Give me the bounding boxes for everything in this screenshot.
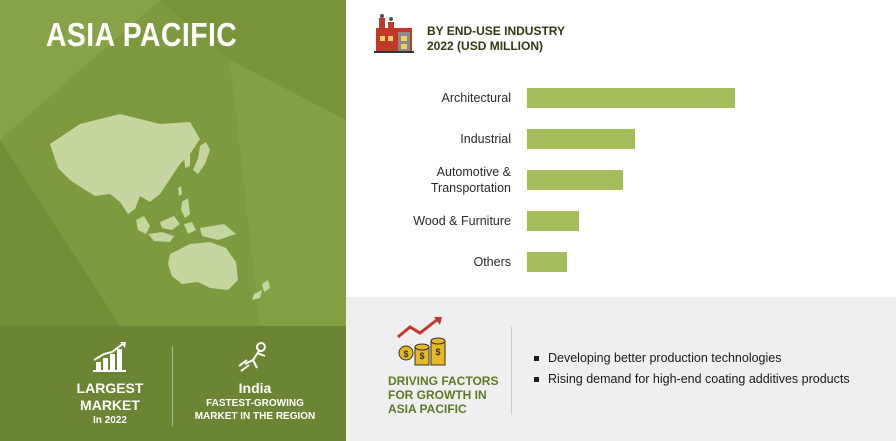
chart-header: BY END-USE INDUSTRY 2022 (USD MILLION) bbox=[427, 24, 565, 54]
stat-india: India bbox=[238, 380, 272, 396]
category-label: Automotive & Transportation bbox=[431, 165, 512, 195]
stat-largest-year: In 2022 bbox=[93, 415, 127, 426]
driving-factors-title-line3: ASIA PACIFIC bbox=[388, 402, 467, 416]
category-label: Architectural bbox=[442, 91, 511, 105]
coins-growth-icon: $ $ $ bbox=[397, 317, 446, 366]
svg-text:$: $ bbox=[419, 351, 424, 361]
stat-largest-line1: LARGEST bbox=[76, 380, 144, 396]
stats-divider bbox=[172, 346, 173, 426]
driving-factors-list: Developing better production technologie… bbox=[534, 348, 850, 390]
stat-fastest-growing: India FASTEST-GROWING MARKET IN THE REGI… bbox=[190, 326, 320, 423]
region-panel: ASIA PACIFIC bbox=[0, 0, 346, 441]
bar-industrial bbox=[527, 129, 635, 149]
category-label: Industrial bbox=[460, 132, 511, 146]
stats-strip: LARGEST MARKET In 2022 India FASTEST-GRO… bbox=[0, 326, 346, 441]
bar-automotive-transportation bbox=[527, 170, 623, 190]
stat-largest-market: LARGEST MARKET In 2022 bbox=[60, 326, 160, 427]
background-facets bbox=[0, 0, 346, 326]
stat-fastest-line1: FASTEST-GROWING bbox=[206, 398, 304, 409]
factory-icon bbox=[374, 14, 414, 53]
category-label: Wood & Furniture bbox=[413, 214, 511, 228]
driving-factors-title-line1: DRIVING FACTORS bbox=[388, 374, 499, 388]
driving-factors-title-line2: FOR GROWTH IN bbox=[388, 388, 487, 402]
bar-architectural bbox=[527, 88, 735, 108]
asia-pacific-map bbox=[50, 114, 270, 300]
chart-header-line2: 2022 (USD MILLION) bbox=[427, 39, 544, 53]
driving-factors-divider bbox=[511, 327, 512, 415]
driving-factors-panel: $ $ $ DRIVING FACTORS FOR GROWTH IN ASIA… bbox=[346, 297, 896, 441]
stat-fastest-line2: MARKET IN THE REGION bbox=[194, 411, 316, 422]
category-label: Others bbox=[473, 255, 511, 269]
stat-largest-line2: MARKET bbox=[80, 397, 140, 413]
svg-text:$: $ bbox=[435, 347, 440, 357]
end-use-bar-chart: Architectural Industrial Automotive & Trans… bbox=[374, 14, 735, 272]
chart-header-line1: BY END-USE INDUSTRY bbox=[427, 24, 566, 38]
rising-bar-chart-icon bbox=[93, 342, 126, 372]
chart-plot: Architectural Industrial Automotive & Trans… bbox=[413, 88, 735, 272]
bar-wood-furniture bbox=[527, 211, 579, 231]
svg-text:$: $ bbox=[403, 349, 408, 359]
region-title: ASIA PACIFIC bbox=[46, 16, 238, 53]
driving-factors-title: DRIVING FACTORS FOR GROWTH IN ASIA PACIF… bbox=[388, 374, 498, 416]
rocket-man-icon bbox=[238, 342, 266, 372]
bar-others bbox=[527, 252, 567, 272]
driving-factor-item: Developing better production technologie… bbox=[534, 348, 850, 369]
driving-factor-item: Rising demand for high-end coating addit… bbox=[534, 369, 850, 390]
